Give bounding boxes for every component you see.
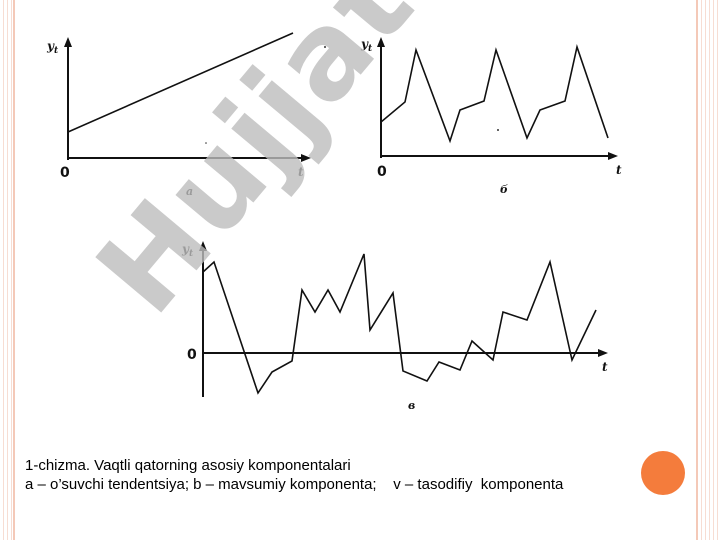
right-border-decoration xyxy=(696,0,720,540)
panel-a-trend-line xyxy=(67,32,294,133)
panel-a-x-label: t xyxy=(298,165,304,179)
panel-b-x-arrow xyxy=(608,152,618,160)
panel-b-y-arrow xyxy=(377,37,385,47)
panel-b-x-label: t xyxy=(616,163,622,177)
panel-v-origin-label: 0 xyxy=(187,347,197,363)
accent-circle xyxy=(641,451,685,495)
panel-v-y-label: yt xyxy=(181,242,194,259)
panel-b-y-label: yt xyxy=(360,37,373,54)
panel-a-origin-label: 0 xyxy=(60,165,70,181)
panel-a-y-arrow xyxy=(64,37,72,47)
panel-a-label: a xyxy=(186,185,193,198)
panel-v-y-arrow xyxy=(199,241,207,251)
panel-a-x-arrow xyxy=(301,154,311,162)
left-border-decoration xyxy=(0,0,15,540)
panel-b: yt t 0 б xyxy=(360,37,622,196)
figure-caption: 1-chizma. Vaqtli qatorning asosiy kompon… xyxy=(25,456,685,494)
panel-a-y-label: yt xyxy=(46,39,59,56)
panel-v-label: в xyxy=(408,399,415,412)
panel-b-label: б xyxy=(500,183,508,196)
panel-v-x-arrow xyxy=(598,349,608,357)
panel-v-x-label: t xyxy=(602,360,608,374)
scan-speck xyxy=(205,142,207,144)
caption-title: 1-chizma. Vaqtli qatorning asosiy kompon… xyxy=(25,457,351,474)
scan-speck xyxy=(497,129,499,131)
panel-b-seasonal-line xyxy=(380,44,609,144)
panel-v-random-line xyxy=(202,253,597,395)
scan-speck xyxy=(324,46,326,48)
panel-b-origin-label: 0 xyxy=(377,164,387,180)
panel-a: yt t 0 a xyxy=(46,32,311,198)
caption-legend: a – o’suvchi tendentsiya; b – mavsumiy k… xyxy=(25,476,564,493)
panel-v: yt t 0 в xyxy=(181,241,608,412)
